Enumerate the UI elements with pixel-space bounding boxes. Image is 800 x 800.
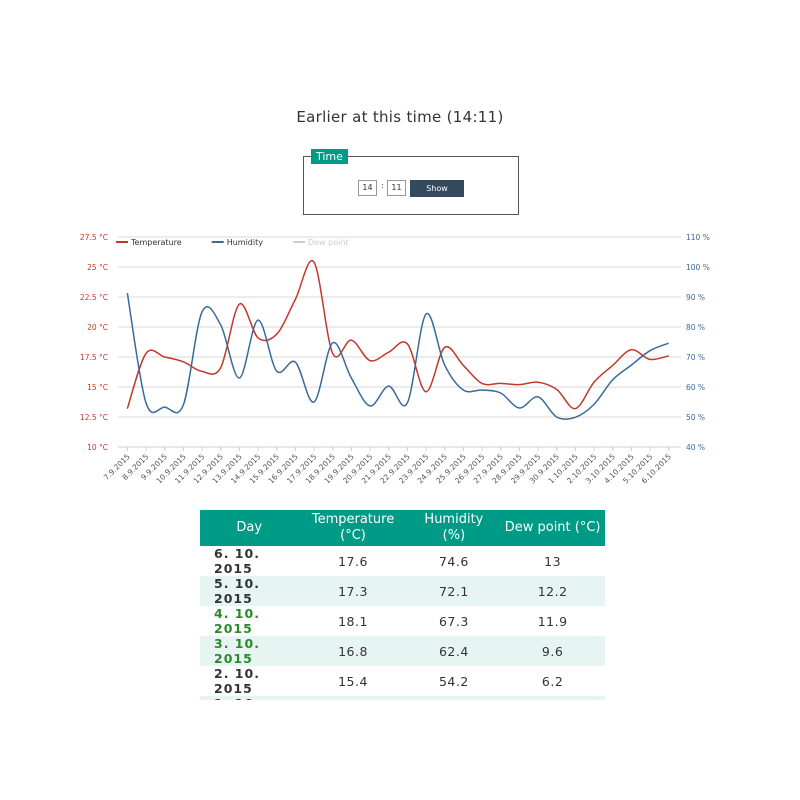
column-header: Day [200,510,299,546]
value-cell: 17.6 [338,553,368,569]
legend-label: Temperature [130,238,182,247]
value-cell: 6.2 [541,673,564,689]
y-tick-label: 27.5 °C [80,233,108,242]
value-cell: 9.6 [500,636,605,666]
show-button[interactable]: Show [410,180,464,197]
table-row: 6. 10. 2015 17.6 74.6 13 [200,546,605,576]
value-cell: 12.2 [500,576,605,606]
y2-tick-label: 70 % [686,353,705,362]
value-cell: 16.8 [298,636,408,666]
table-row: 4. 10. 2015 18.1 67.3 11.9 [200,606,605,636]
legend-label: Humidity [227,238,264,247]
value-cell: 72.1 [407,576,501,606]
y2-tick-label: 90 % [686,293,705,302]
table-body: 6. 10. 2015 17.6 74.6 13 5. 10. 2015 17.3 72.1… [200,546,605,700]
y-tick-label: 25 °C [87,263,108,272]
data-table: Day Temperature (°C) Humidity (%) Dew point… [200,510,605,700]
day-cell: 5. 10. 2015 [200,576,299,606]
day-cell: 2. 10. 2015 [214,666,260,696]
chart: 10 °C 12.5 °C 15 °C 17.5 °C 20 °C 22.5 °C 25 °… [80,233,710,485]
y-tick-label: 12.5 °C [80,413,108,422]
value-cell: 67.3 [438,613,469,629]
table-row: 3. 10. 2015 16.8 62.4 9.6 [200,636,605,666]
y2-tick-label: 80 % [686,323,705,332]
day-cell: 6. 10. 2015 [214,546,260,576]
hour-input[interactable]: 14 [358,180,377,196]
page-title: Earlier at this time (14:11) [296,108,504,126]
y-tick-label: 22.5 °C [80,293,108,302]
value-cell: 13.2 [298,696,408,700]
table-row: 5. 10. 2015 17.3 72.1 12.2 [200,576,605,606]
y2-tick-label: 50 % [686,413,705,422]
y2-tick-label: 100 % [686,263,710,272]
day-cell: 3. 10. 2015 [200,636,299,666]
legend-label: Dew point [308,238,349,247]
time-form: Time 14 : 11 Show [303,149,519,215]
column-header: Humidity (%) [407,510,501,546]
value-cell: 13 [544,553,562,569]
separator: : [381,181,384,190]
value-cell: 18.1 [338,613,368,629]
series-line [126,259,669,410]
value-cell: 11.9 [537,613,568,629]
day-cell: 4. 10. 2015 [214,606,260,636]
y-tick-label: 15 °C [87,383,108,392]
value-cell: 74.6 [438,553,469,569]
y2-tick-label: 60 % [686,383,705,392]
value-cell: 3 [500,696,605,700]
column-header: Temperature (°C) [298,510,408,546]
y2-tick-label: 110 % [686,233,710,242]
value-cell: 15.4 [338,673,368,689]
y2-tick-label: 40 % [686,443,705,452]
table-row: 2. 10. 2015 15.4 54.2 6.2 [200,666,605,696]
header-row: Day Temperature (°C) Humidity (%) Dew point… [200,510,605,546]
column-header: Dew point (°C) [500,510,605,546]
series-line [126,292,669,420]
value-cell: 17.3 [298,576,408,606]
y-tick-label: 10 °C [87,443,108,452]
day-cell: 1. 10. 2015 [200,696,299,700]
value-cell: 54.2 [438,673,469,689]
value-cell: 62.4 [407,636,501,666]
minute-input[interactable]: 11 [387,180,406,196]
table-container: Day Temperature (°C) Humidity (%) Dew point… [200,510,605,700]
y-tick-label: 20 °C [87,323,108,332]
y-tick-label: 17.5 °C [80,353,108,362]
form-legend: Time [311,149,348,164]
value-cell: 49.9 [407,696,501,700]
